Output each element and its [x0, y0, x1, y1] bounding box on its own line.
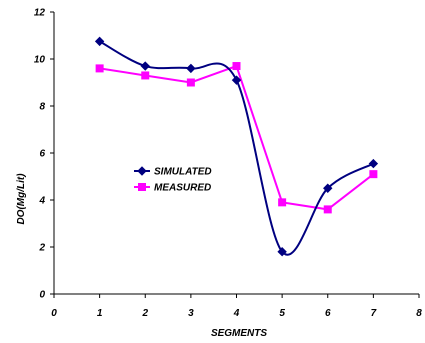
- y-axis-title: DO(Mg/Lit): [16, 173, 27, 225]
- data-point-simulated: [186, 63, 196, 74]
- x-tick-label: 6: [325, 308, 331, 319]
- legend: SIMULATED MEASURED: [130, 157, 222, 199]
- x-axis-title: SEGMENTS: [211, 328, 267, 339]
- data-point-measured: [186, 78, 195, 87]
- x-tick-label: 0: [51, 308, 57, 319]
- y-tick-label: 0: [39, 290, 45, 301]
- data-point-measured: [278, 198, 287, 207]
- x-tick-label: 5: [279, 308, 285, 319]
- data-point-measured: [369, 170, 378, 179]
- data-point-simulated: [277, 246, 287, 257]
- y-tick-label: 6: [39, 149, 45, 160]
- legend-label-measured: MEASURED: [154, 183, 211, 194]
- legend-marker-simulated: [137, 166, 147, 176]
- data-point-measured: [232, 62, 241, 71]
- legend-marker-measured: [138, 183, 146, 191]
- series-layer: [94, 36, 379, 257]
- data-point-simulated: [323, 183, 333, 193]
- x-tick-label: 7: [371, 308, 377, 319]
- x-tick-label: 8: [416, 308, 422, 319]
- y-tick-label: 4: [38, 196, 45, 207]
- legend-box: [130, 157, 222, 199]
- series-line-simulated: [99, 40, 374, 256]
- x-tick-label: 1: [97, 308, 103, 319]
- data-point-measured: [323, 205, 332, 214]
- series-simulated: [94, 36, 379, 257]
- y-tick-label: 2: [38, 243, 45, 254]
- x-tick-label: 2: [141, 308, 148, 319]
- y-tick-label: 8: [39, 102, 45, 113]
- y-tick-label: 10: [34, 55, 46, 66]
- y-tick-label: 12: [34, 8, 46, 19]
- data-point-simulated: [94, 36, 105, 47]
- legend-label-simulated: SIMULATED: [154, 167, 212, 178]
- x-tick-label: 3: [188, 308, 194, 319]
- axes-layer: [53, 12, 419, 295]
- data-point-measured: [95, 64, 104, 73]
- data-point-measured: [141, 71, 150, 80]
- series-measured: [95, 62, 378, 214]
- x-tick-label: 4: [233, 308, 240, 319]
- data-point-simulated: [231, 75, 242, 85]
- data-point-simulated: [368, 158, 379, 169]
- data-point-simulated: [140, 61, 150, 71]
